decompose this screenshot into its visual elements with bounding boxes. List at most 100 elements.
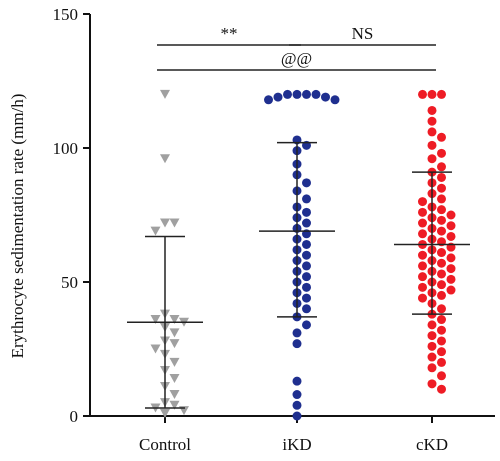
significance-annotations: ** NS @@ (157, 24, 436, 71)
data-point-ckd (427, 320, 437, 330)
data-point-ckd (437, 304, 446, 314)
data-point-control (160, 408, 170, 418)
data-point-ckd (446, 231, 456, 241)
data-point-ikd (302, 250, 311, 260)
data-point-ikd (292, 390, 302, 400)
data-point-ckd (446, 274, 456, 284)
data-point-ckd (437, 132, 446, 142)
data-point-ikd (302, 293, 311, 303)
data-point-ckd (437, 162, 446, 172)
significance-label: NS (352, 24, 374, 43)
data-point-control (169, 357, 180, 367)
data-point-ikd (302, 178, 311, 188)
y-axis: 0 50 100 150 (53, 5, 91, 426)
data-point-ckd (418, 197, 427, 207)
significance-label: @@ (281, 49, 312, 68)
data-point-ckd (427, 341, 437, 351)
data-point-ikd (292, 328, 302, 338)
data-point-ckd (427, 105, 437, 115)
y-tick-label: 100 (53, 139, 79, 158)
data-points (150, 89, 456, 421)
y-tick-label: 150 (53, 5, 79, 24)
data-point-ckd (427, 379, 437, 389)
data-point-ckd (437, 215, 446, 225)
data-point-control (169, 390, 180, 400)
data-point-ikd (302, 194, 311, 204)
data-point-ckd (437, 89, 446, 99)
x-axis: Control iKD cKD (90, 415, 495, 454)
data-point-ikd (292, 376, 302, 386)
data-point-ckd (427, 140, 437, 150)
data-point-ckd (418, 282, 427, 292)
data-point-ckd (437, 290, 446, 300)
data-point-ckd (446, 264, 456, 274)
x-tick-label: cKD (416, 435, 448, 454)
data-point-control (169, 328, 180, 338)
data-point-control (169, 315, 180, 325)
data-point-ckd (437, 347, 446, 357)
data-point-ckd (446, 210, 456, 220)
data-point-ckd (418, 272, 427, 282)
data-point-ckd (437, 194, 446, 204)
data-point-ikd (264, 95, 273, 105)
data-point-ckd (427, 154, 437, 164)
data-point-ikd (302, 282, 311, 292)
mean-sd-bars (127, 141, 470, 409)
data-point-ckd (427, 116, 437, 126)
data-point-ckd (437, 148, 446, 158)
data-point-ikd (292, 89, 302, 99)
data-point-ckd (427, 363, 437, 373)
data-point-ikd (330, 95, 340, 105)
data-point-ckd (418, 207, 427, 217)
data-point-ikd (302, 207, 311, 217)
data-point-ikd (302, 218, 311, 228)
data-point-ckd (418, 218, 427, 228)
y-axis-label: Erythrocyte sedimentation rate (mm/h) (8, 94, 27, 359)
data-point-control (169, 339, 180, 349)
data-point-ikd (283, 89, 292, 99)
data-point-ckd (437, 226, 446, 236)
data-point-ckd (437, 172, 446, 182)
data-point-ikd (302, 239, 311, 249)
data-point-ikd (302, 89, 311, 99)
x-tick-label: iKD (282, 435, 311, 454)
data-point-ckd (437, 371, 446, 381)
data-point-ckd (437, 280, 446, 290)
data-point-control (150, 344, 161, 354)
data-point-ikd (273, 92, 283, 102)
data-point-ckd (437, 205, 446, 215)
data-point-ckd (427, 331, 437, 341)
data-point-ckd (437, 357, 446, 367)
data-point-control (169, 373, 180, 383)
data-point-ckd (418, 250, 427, 260)
data-point-ckd (437, 269, 446, 279)
data-point-ckd (446, 285, 456, 295)
data-point-ikd (292, 339, 302, 349)
data-point-control (169, 218, 180, 228)
y-tick-label: 50 (61, 273, 78, 292)
data-point-ckd (418, 89, 427, 99)
significance-label: ** (221, 24, 238, 43)
data-point-ckd (446, 253, 456, 263)
data-point-ckd (437, 315, 446, 325)
data-point-ckd (437, 248, 446, 258)
data-point-ckd (437, 336, 446, 346)
data-point-control (160, 89, 170, 99)
data-point-ckd (427, 89, 437, 99)
data-point-control (150, 226, 161, 236)
data-point-control (169, 400, 180, 410)
data-point-ikd (321, 92, 330, 102)
data-point-ckd (437, 258, 446, 268)
data-point-ckd (418, 229, 427, 239)
data-point-ckd (446, 221, 456, 231)
x-tick-label: Control (139, 435, 191, 454)
data-point-ckd (418, 293, 427, 303)
data-point-ckd (427, 127, 437, 137)
data-point-ikd (302, 261, 311, 271)
data-point-ckd (437, 183, 446, 193)
data-point-ckd (418, 261, 427, 271)
data-point-ikd (311, 89, 321, 99)
data-point-ikd (292, 400, 302, 410)
data-point-ikd (302, 272, 311, 282)
